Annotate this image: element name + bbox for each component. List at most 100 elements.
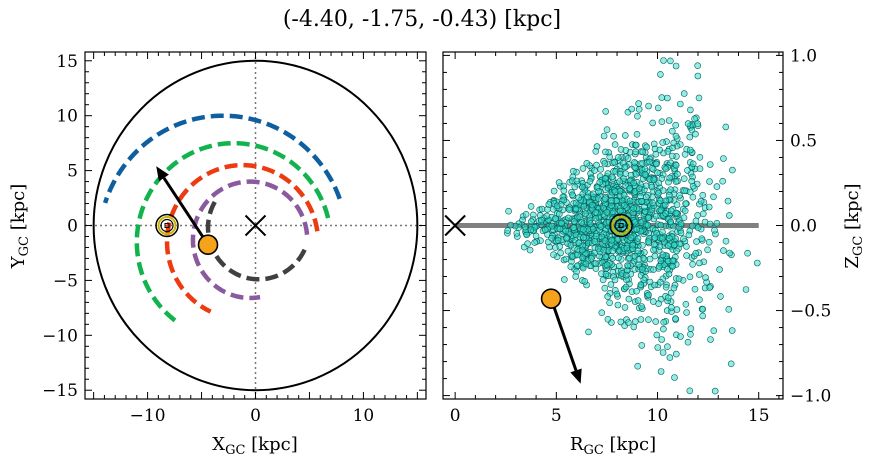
star-point bbox=[588, 201, 596, 209]
star-point bbox=[538, 216, 545, 224]
star-point bbox=[651, 281, 658, 289]
star-point bbox=[639, 148, 647, 156]
star-point bbox=[558, 219, 565, 227]
star-point bbox=[527, 226, 535, 233]
star-point bbox=[665, 117, 673, 124]
star-point bbox=[564, 247, 572, 255]
star-point bbox=[532, 232, 540, 240]
star-point bbox=[727, 360, 735, 368]
star-point bbox=[560, 196, 568, 204]
star-point bbox=[668, 304, 675, 311]
star-point bbox=[641, 249, 648, 256]
star-point bbox=[653, 160, 660, 168]
star-point bbox=[608, 236, 616, 244]
star-point bbox=[620, 191, 628, 199]
spiral-arm-5 bbox=[205, 200, 307, 282]
star-point bbox=[672, 132, 680, 140]
star-point bbox=[686, 146, 694, 154]
star-point bbox=[658, 94, 666, 101]
star-point bbox=[668, 152, 676, 160]
star-point bbox=[680, 235, 687, 243]
star-point bbox=[583, 160, 591, 167]
star-point bbox=[594, 195, 602, 202]
star-point bbox=[655, 262, 663, 270]
star-point bbox=[657, 206, 665, 214]
star-point bbox=[617, 318, 625, 326]
star-point bbox=[570, 218, 578, 225]
star-point bbox=[572, 199, 580, 207]
star-point bbox=[596, 178, 604, 186]
star-point bbox=[650, 176, 658, 183]
star-point bbox=[645, 238, 652, 245]
star-point bbox=[527, 203, 535, 210]
star-point bbox=[654, 169, 661, 176]
star-point bbox=[604, 315, 612, 323]
left-sun-marker-ring bbox=[157, 216, 177, 235]
star-point bbox=[657, 221, 665, 229]
right-x-axis-label: RGC [kpc] bbox=[570, 434, 656, 458]
star-point bbox=[638, 198, 646, 205]
star-point bbox=[649, 119, 657, 127]
star-point bbox=[570, 224, 578, 231]
star-point bbox=[654, 104, 662, 112]
star-point bbox=[669, 257, 677, 265]
star-point bbox=[657, 278, 664, 286]
star-point bbox=[657, 257, 665, 265]
galactic-center-marker bbox=[244, 214, 267, 237]
star-point bbox=[581, 278, 589, 285]
star-point bbox=[587, 255, 595, 262]
star-point bbox=[660, 325, 667, 333]
star-point bbox=[645, 102, 652, 110]
star-point bbox=[567, 242, 575, 249]
star-point bbox=[522, 211, 530, 218]
right-sun-marker-ring bbox=[611, 216, 631, 235]
star-point bbox=[665, 242, 672, 249]
left-y-tick-label: −15 bbox=[42, 381, 78, 401]
star-point bbox=[674, 170, 681, 178]
star-point bbox=[566, 206, 573, 213]
star-point bbox=[686, 273, 694, 281]
star-point bbox=[576, 213, 584, 221]
star-point bbox=[689, 160, 697, 168]
star-point bbox=[599, 204, 607, 212]
star-point bbox=[706, 178, 713, 185]
star-point bbox=[672, 62, 680, 70]
star-point bbox=[656, 243, 664, 250]
star-point bbox=[691, 285, 699, 293]
star-point bbox=[677, 333, 684, 340]
star-point bbox=[630, 179, 638, 187]
star-point bbox=[686, 133, 694, 141]
star-point bbox=[699, 312, 707, 320]
star-point bbox=[630, 323, 638, 331]
star-point bbox=[684, 120, 692, 127]
star-point bbox=[551, 215, 559, 222]
star-point bbox=[681, 207, 689, 215]
star-point bbox=[603, 261, 611, 269]
star-point bbox=[710, 327, 718, 335]
figure-title: (-4.40, -1.75, -0.43) [kpc] bbox=[283, 7, 561, 32]
star-point bbox=[667, 289, 675, 297]
right-object-marker bbox=[540, 288, 562, 309]
star-point bbox=[672, 350, 680, 358]
star-point bbox=[569, 191, 576, 199]
star-point bbox=[579, 165, 587, 172]
star-point bbox=[665, 234, 673, 242]
star-point bbox=[521, 223, 529, 231]
left-object-marker bbox=[197, 234, 219, 256]
star-point bbox=[672, 209, 680, 217]
star-point bbox=[624, 262, 631, 269]
star-point bbox=[548, 222, 556, 230]
star-point bbox=[713, 183, 721, 190]
star-point bbox=[628, 105, 636, 113]
star-point bbox=[694, 212, 701, 219]
star-point bbox=[654, 344, 662, 351]
star-point bbox=[637, 281, 645, 289]
star-point bbox=[616, 207, 624, 215]
star-point bbox=[666, 174, 674, 182]
star-point bbox=[667, 57, 674, 65]
star-point bbox=[611, 188, 619, 195]
star-point bbox=[553, 202, 561, 210]
star-point bbox=[705, 238, 713, 246]
left-y-tick-label: 0 bbox=[67, 217, 78, 237]
star-point bbox=[595, 245, 602, 253]
